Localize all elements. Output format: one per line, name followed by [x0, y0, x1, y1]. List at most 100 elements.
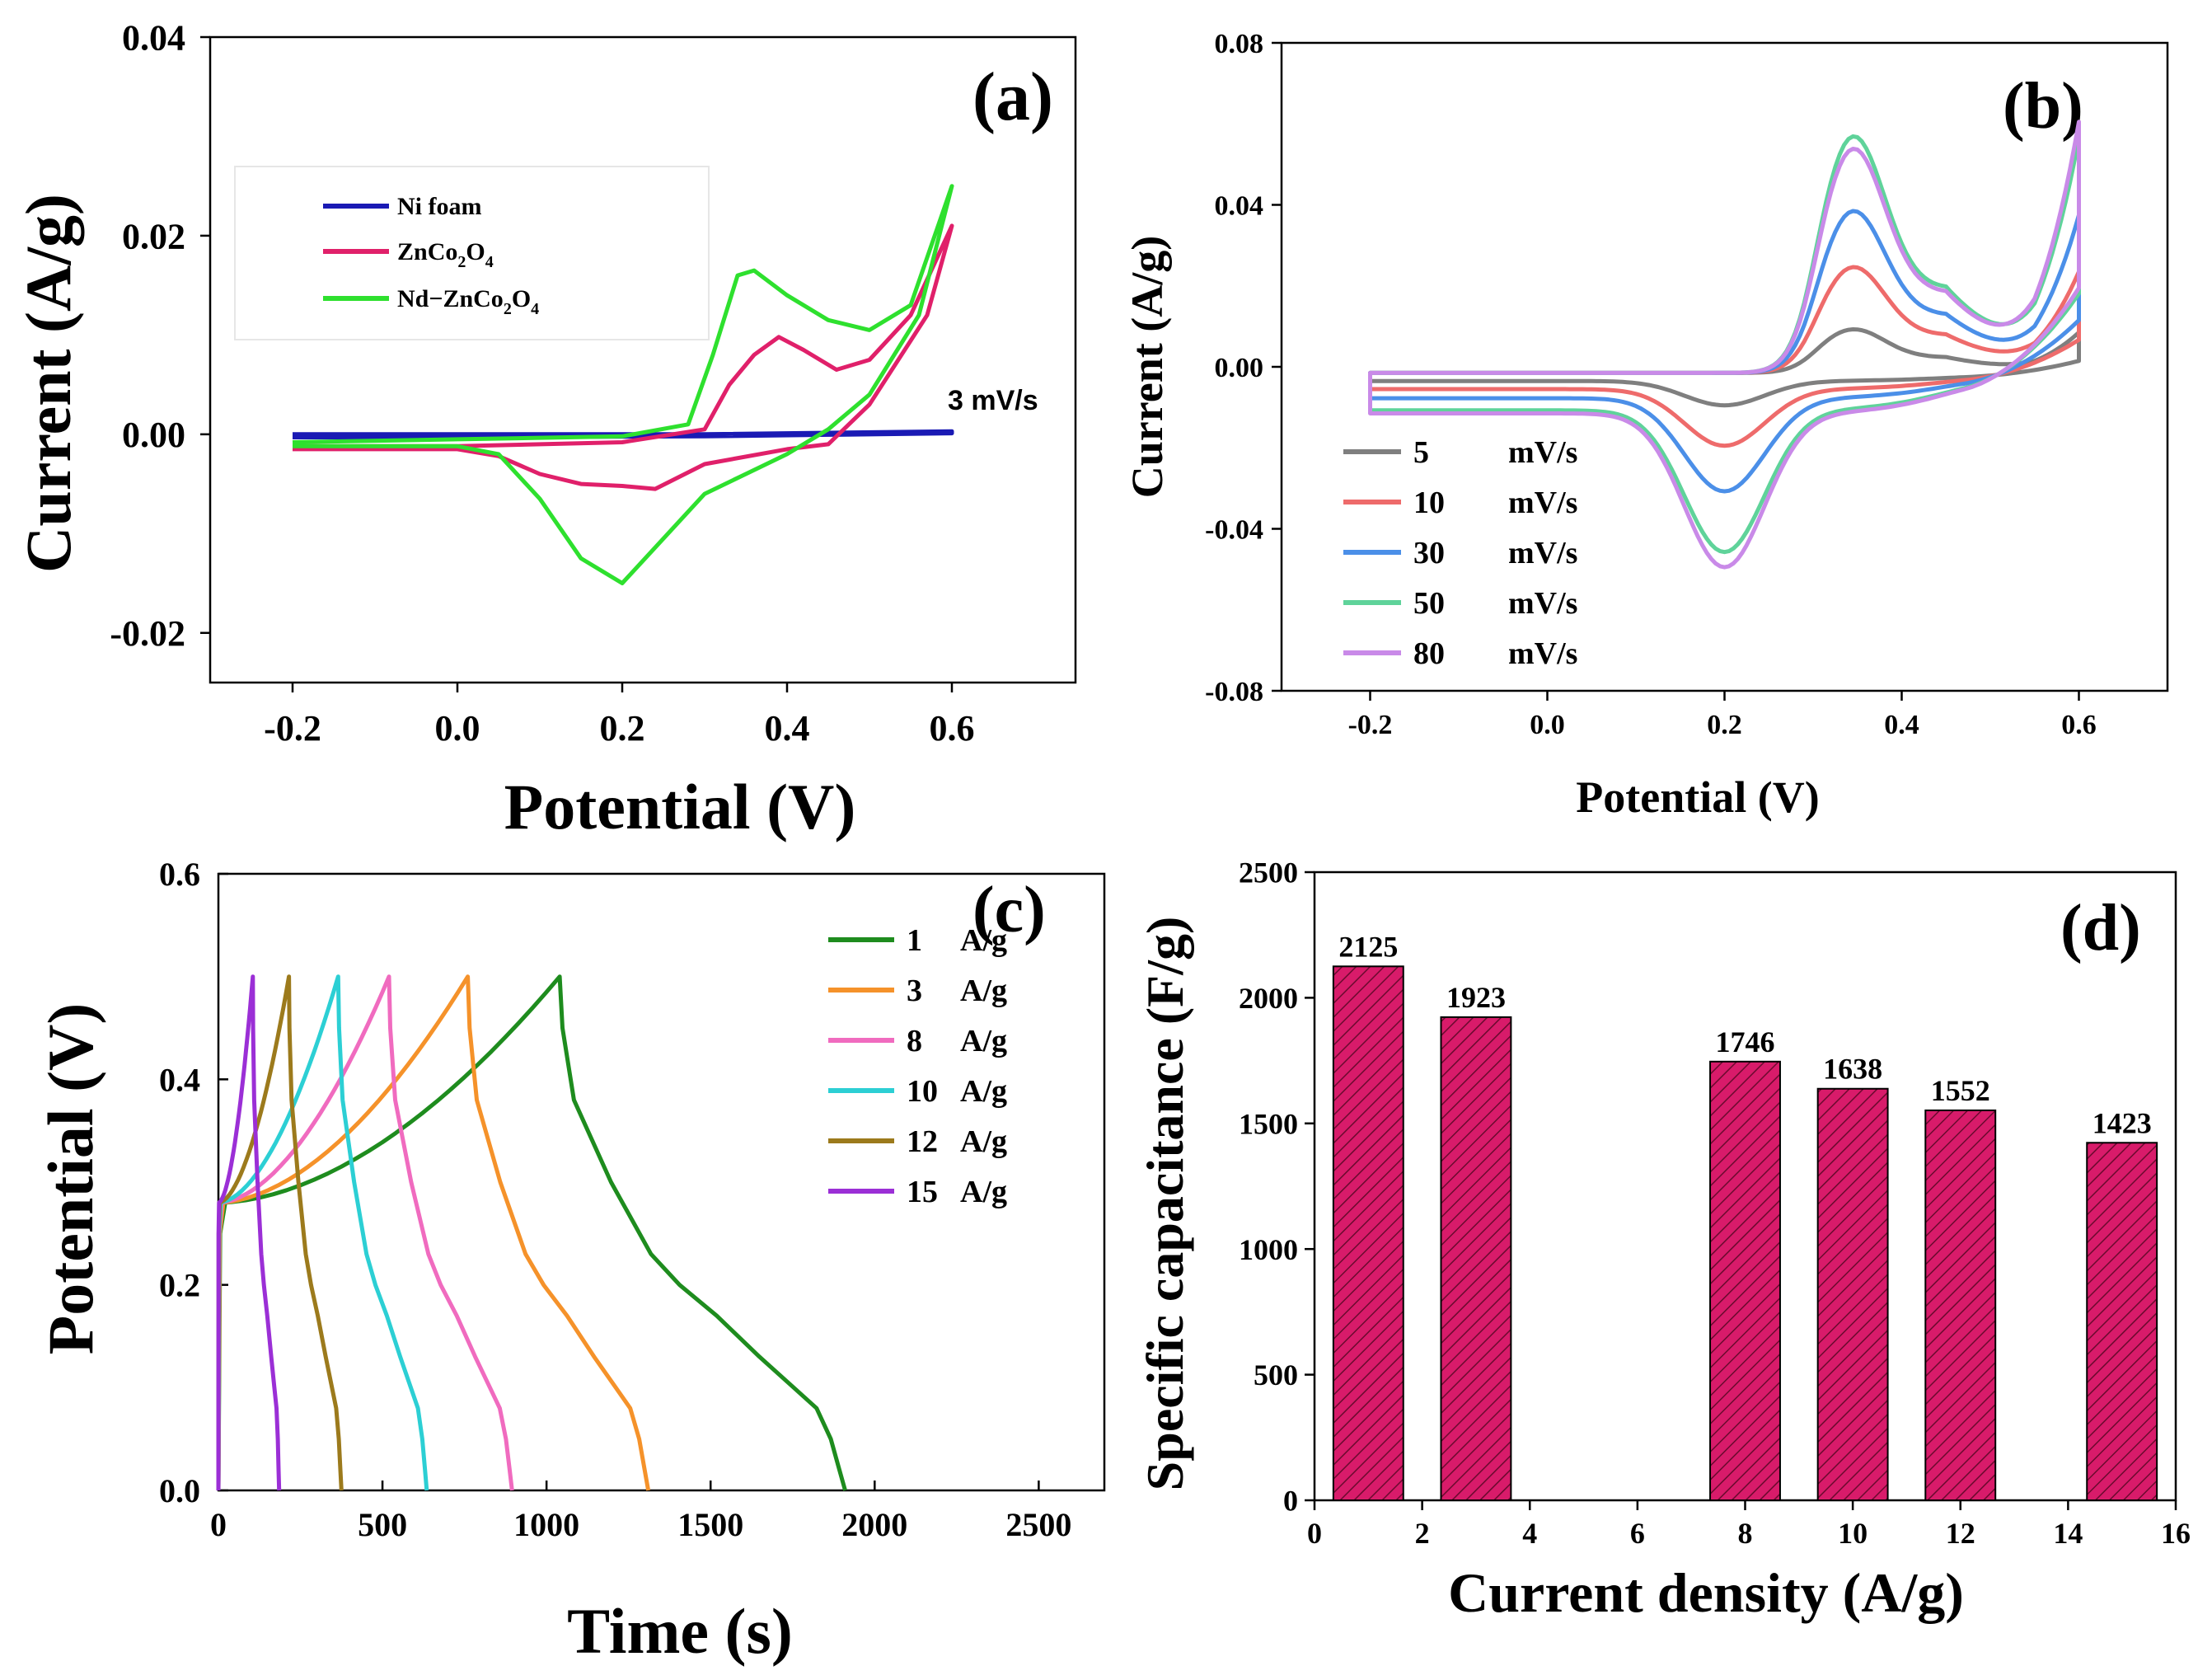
legend-unit-12: A/g — [960, 1124, 1007, 1159]
panel-c-legend: 1 A/g 3 A/g 8 A/g 10 A/g 12 A/g 15 A/g — [828, 923, 1007, 1209]
legend-unit-80: mV/s — [1508, 636, 1577, 671]
panel-d-xtick-label: 12 — [1946, 1517, 1975, 1550]
panel-b-xtick-label: -0.2 — [1348, 710, 1393, 740]
series-30-mv-s — [1368, 209, 2081, 494]
panel-b-xtick-label: 0.2 — [1707, 710, 1742, 740]
legend-rate-5: 5 — [1413, 435, 1429, 470]
series-5-mv-s — [1368, 327, 2081, 408]
panel-d-xtick-label: 10 — [1838, 1517, 1868, 1550]
panel-d-xtick-label: 6 — [1630, 1517, 1645, 1550]
panel-d-bars: 2125 1923 1746 1638 1552 1423 — [1332, 930, 2158, 1502]
panel-c-xtick-label: 500 — [358, 1506, 407, 1543]
legend-box — [234, 166, 710, 340]
panel-d-xtick-label: 8 — [1738, 1517, 1753, 1550]
panel-c-ytick-label: 0.4 — [159, 1061, 200, 1098]
series-8-a-g — [216, 974, 514, 1491]
legend-label-nd-znco2o4: Nd−ZnCo2O4 — [397, 285, 539, 318]
panel-c-xtick-label: 2500 — [1005, 1506, 1071, 1543]
panel-c-frame — [217, 872, 1106, 1492]
bar-value-label: 1923 — [1446, 981, 1506, 1014]
panel-c-xtick-label: 1000 — [513, 1506, 579, 1543]
bar-15-ag — [2086, 1142, 2158, 1502]
panel-b-series — [1368, 120, 2081, 570]
panel-b-xtick-label: 0.0 — [1530, 710, 1565, 740]
legend-unit-50: mV/s — [1508, 586, 1577, 621]
panel-b-xtick-label: 0.4 — [1884, 710, 1919, 740]
series-12-a-g — [216, 974, 344, 1491]
panel-a-xtick-label: 0.6 — [930, 708, 975, 748]
panel-c-axes: 0 500 1000 1500 2000 2500 0.0 0.2 0.4 0.6 — [159, 856, 1106, 1543]
panel-d-xtick-label: 0 — [1307, 1517, 1322, 1550]
panel-d-xtick-label: 16 — [2161, 1517, 2191, 1550]
legend-unit-15: A/g — [960, 1175, 1007, 1209]
panel-d-ytick-label: 1000 — [1239, 1233, 1298, 1266]
panel-a-ytick-label: -0.02 — [110, 613, 185, 654]
series-80-mv-s — [1368, 120, 2081, 570]
panel-b-axes: -0.2 0.0 0.2 0.4 0.6 -0.08 -0.04 0.00 0.04 0.08 — [1205, 29, 2169, 740]
series-3-a-g — [216, 974, 651, 1491]
panel-c-ylabel: Potential (V) — [35, 1003, 106, 1355]
panel-a-ylabel: Current (A/g) — [12, 194, 84, 573]
legend-rate-50: 50 — [1413, 586, 1445, 621]
bar-12-ag — [1924, 1109, 1997, 1502]
legend-unit-8: A/g — [960, 1024, 1007, 1058]
panel-a-legend: Ni foam ZnCo2O4 Nd−ZnCo2O4 — [234, 166, 710, 340]
panel-c-ytick-label: 0.0 — [159, 1472, 200, 1509]
panel-b-ytick-label: 0.08 — [1215, 29, 1264, 59]
panel-a-xtick-label: 0.2 — [600, 708, 645, 748]
panel-a-ytick-label: 0.02 — [122, 216, 185, 256]
panel-a: (a) -0.2 0.0 0.2 0.4 0.6 -0.02 0.00 0.02 0.04 3 … — [12, 17, 1077, 842]
panel-a-ytick-label: 0.00 — [122, 415, 185, 455]
panel-d-ytick-label: 2000 — [1239, 982, 1298, 1015]
panel-a-xtick-label: 0.0 — [435, 708, 480, 748]
panel-d: (d) 0 2 4 6 8 10 12 14 16 0 500 1000 1500 2000 2500 21… — [1136, 856, 2191, 1624]
series-znco2o4 — [293, 223, 954, 491]
legend-rate-10: 10 — [1413, 486, 1445, 520]
panel-d-xtick-label: 2 — [1415, 1517, 1430, 1550]
panel-b-xlabel: Potential (V) — [1576, 772, 1819, 822]
panel-d-ytick-label: 1500 — [1239, 1107, 1298, 1140]
legend-label-znco2o4: ZnCo2O4 — [397, 238, 494, 271]
panel-c-xtick-label: 2000 — [841, 1506, 907, 1543]
bar-value-label: 1552 — [1931, 1074, 1990, 1107]
legend-unit-30: mV/s — [1508, 536, 1577, 570]
panel-a-xlabel: Potential (V) — [504, 771, 856, 842]
panel-d-xlabel: Current density (A/g) — [1448, 1561, 1964, 1624]
panel-c-label: (c) — [972, 874, 1046, 946]
panel-a-axes: -0.2 0.0 0.2 0.4 0.6 -0.02 0.00 0.02 0.04 — [110, 17, 1077, 748]
panel-d-ytick-label: 500 — [1254, 1359, 1298, 1391]
panel-b-xtick-label: 0.6 — [2061, 710, 2097, 740]
legend-rate-80: 80 — [1413, 636, 1445, 671]
bar-10-ag — [1816, 1087, 1889, 1501]
panel-b-ytick-label: -0.04 — [1205, 514, 1263, 545]
legend-unit-3: A/g — [960, 974, 1007, 1008]
legend-rate-30: 30 — [1413, 536, 1445, 570]
series-10-mv-s — [1368, 265, 2081, 448]
bar-value-label: 1423 — [2092, 1106, 2152, 1139]
panel-d-ytick-label: 0 — [1283, 1485, 1298, 1518]
series-nd-znco2o4 — [292, 184, 954, 585]
series-10-a-g — [216, 974, 429, 1491]
panel-c-xlabel: Time (s) — [567, 1595, 793, 1667]
legend-unit-10: mV/s — [1508, 486, 1577, 520]
bar-8-ag — [1709, 1060, 1781, 1501]
panel-c-series — [216, 974, 847, 1491]
panel-c-xtick-label: 0 — [210, 1506, 227, 1543]
bar-1-ag — [1332, 965, 1404, 1502]
panel-d-axes: 0 2 4 6 8 10 12 14 16 0 500 1000 1500 2000 2500 — [1239, 856, 2191, 1550]
series-15-a-g — [216, 974, 282, 1491]
panel-d-label: (d) — [2060, 892, 2141, 964]
legend-density-12: 12 — [907, 1124, 938, 1159]
panel-b-ytick-label: 0.00 — [1215, 353, 1264, 383]
legend-unit-5: mV/s — [1508, 435, 1577, 470]
panel-a-xtick-label: 0.4 — [765, 708, 810, 748]
legend-density-1: 1 — [907, 923, 922, 958]
panel-b-ytick-label: 0.04 — [1215, 190, 1264, 221]
panel-d-ylabel: Specific capacitance (F/g) — [1136, 917, 1194, 1491]
panel-b: (b) -0.2 0.0 0.2 0.4 0.6 -0.08 -0.04 0.00 0.04 0.… — [1122, 29, 2169, 822]
panel-b-ytick-label: -0.08 — [1205, 677, 1263, 707]
panel-c-xtick-label: 1500 — [677, 1506, 743, 1543]
panel-b-ylabel: Current (A/g) — [1122, 236, 1172, 498]
panel-c-ytick-label: 0.2 — [159, 1267, 200, 1304]
